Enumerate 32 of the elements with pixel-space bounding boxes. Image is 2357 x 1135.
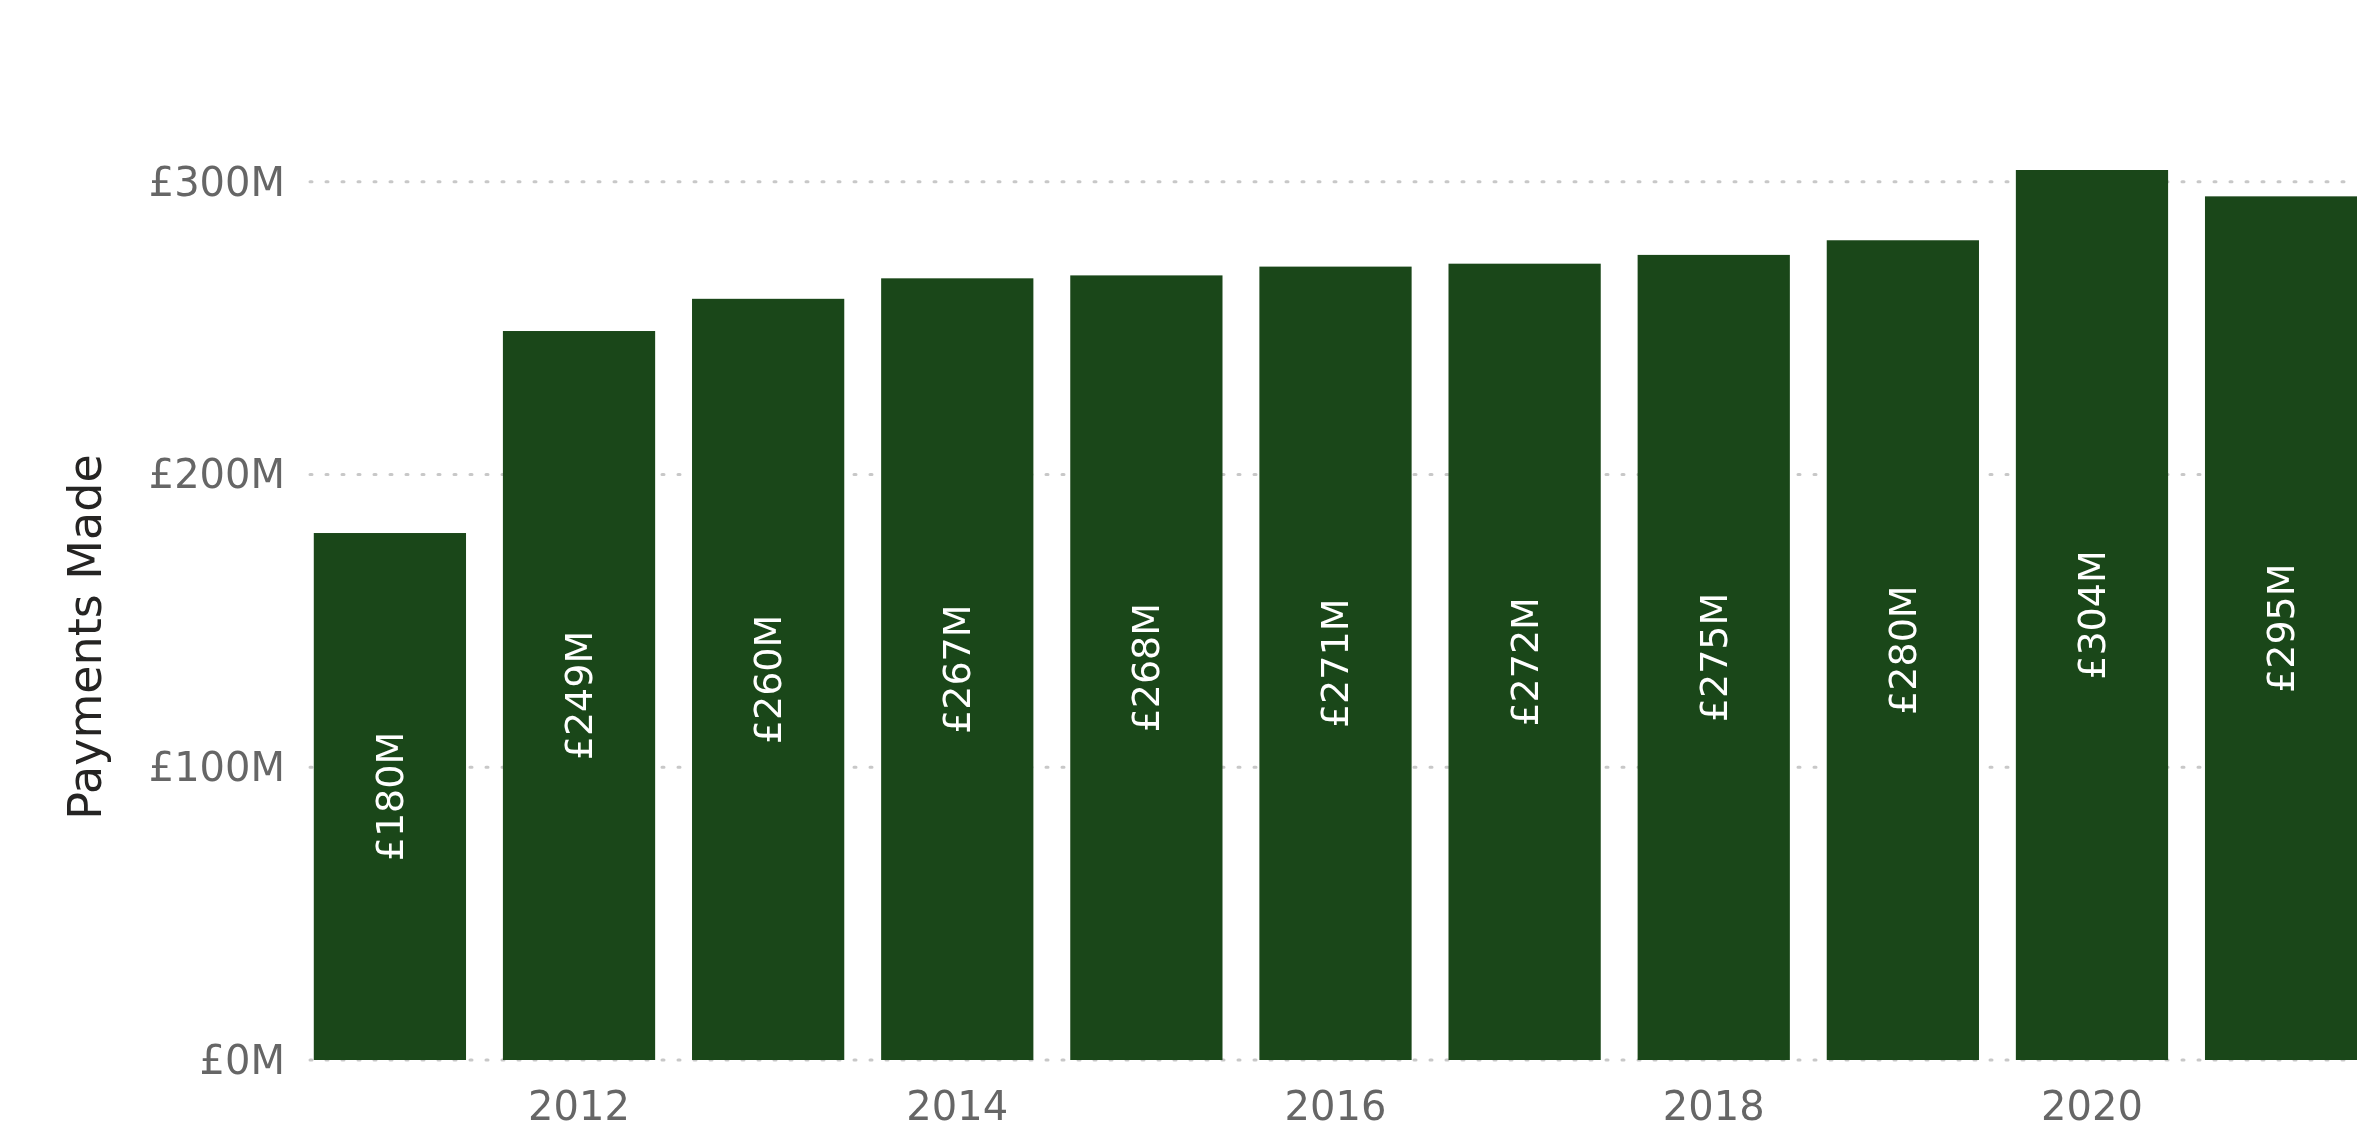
data-label: £267M <box>935 604 980 734</box>
bar <box>313 533 467 1060</box>
bar <box>2015 170 2169 1060</box>
bar <box>2204 196 2357 1060</box>
x-tick-label: 2018 <box>1662 1082 1765 1129</box>
y-tick-label: £100M <box>148 744 285 791</box>
data-label: £260M <box>746 614 791 745</box>
bar <box>692 298 845 1060</box>
data-label: £295M <box>2258 563 2303 693</box>
data-label: £304M <box>2069 550 2114 680</box>
bar <box>881 278 1034 1060</box>
bar <box>1826 240 1979 1060</box>
y-tick-label: £0M <box>199 1037 285 1083</box>
x-tick-label: 2012 <box>528 1082 630 1129</box>
bar <box>502 331 656 1060</box>
bar <box>1070 275 1223 1060</box>
bar <box>1448 263 1601 1060</box>
data-label: £280M <box>1880 585 1925 715</box>
x-tick-label: 2014 <box>906 1082 1009 1129</box>
bar <box>1637 254 1790 1060</box>
y-axis-title: Payments Made <box>58 454 112 820</box>
x-tick-label: 2016 <box>1284 1082 1387 1129</box>
y-tick-label: £300M <box>148 158 285 205</box>
data-label: £272M <box>1502 597 1547 727</box>
data-label: £275M <box>1691 592 1736 723</box>
x-tick-label: 2020 <box>2041 1082 2143 1129</box>
data-label: £249M <box>557 630 602 761</box>
y-tick-label: £200M <box>148 451 285 498</box>
bar <box>1259 266 1412 1060</box>
data-label: £271M <box>1313 598 1358 729</box>
data-label: £180M <box>367 731 412 862</box>
data-label: £268M <box>1124 602 1169 733</box>
